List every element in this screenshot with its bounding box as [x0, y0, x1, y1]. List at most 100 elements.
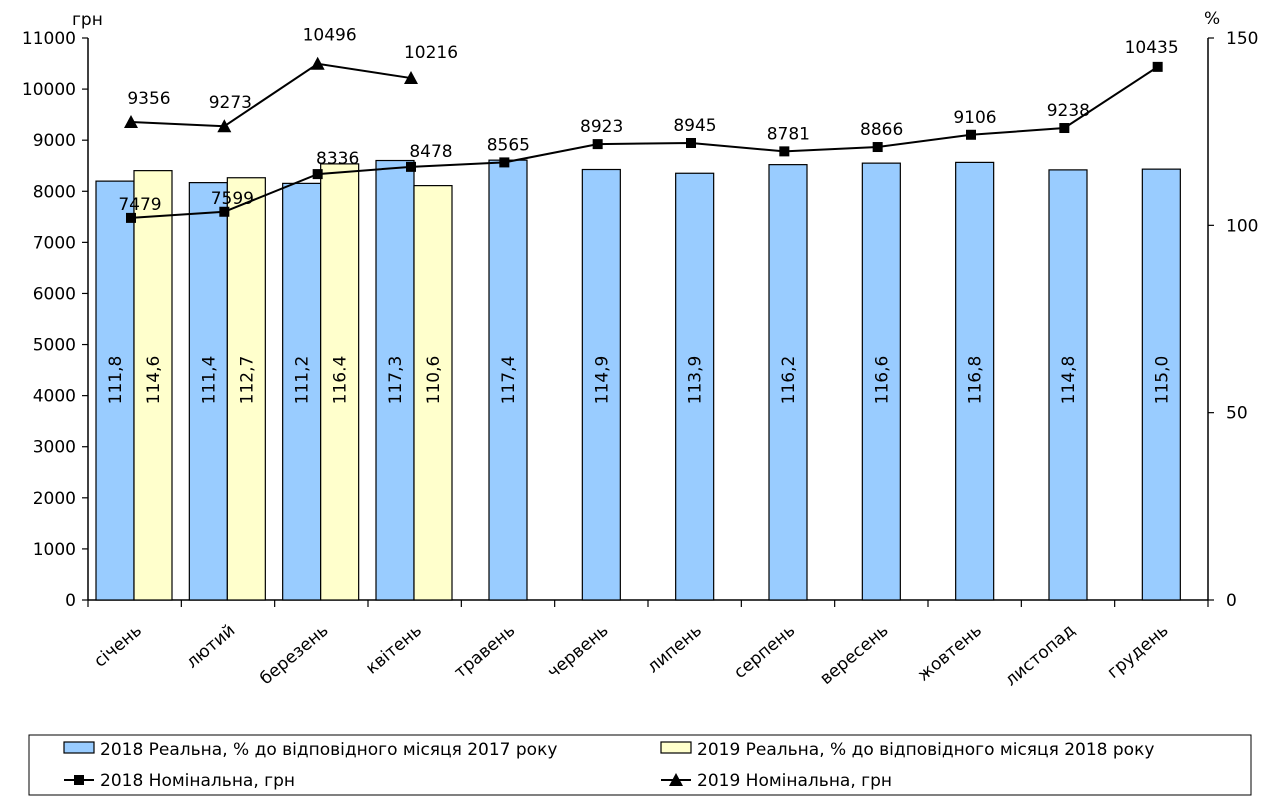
left-tick-label: 1000	[33, 540, 76, 560]
bar-label-2018: 111,4	[199, 356, 219, 405]
x-tick-label: листопад	[1001, 621, 1079, 691]
marker-2018	[592, 139, 603, 150]
point-label-2018: 9238	[1047, 101, 1090, 121]
left-tick-label: 4000	[33, 387, 76, 407]
bar-2018	[955, 161, 995, 601]
point-label-2018: 7479	[118, 195, 161, 215]
bar-2019	[320, 163, 360, 601]
bar-label-2018: 111,8	[106, 356, 126, 405]
right-tick-label: 150	[1226, 29, 1258, 49]
bar-2018	[282, 182, 322, 601]
point-label-2018: 10435	[1125, 38, 1179, 58]
bar-label-2018: 114,8	[1059, 356, 1079, 405]
right-tick-label: 100	[1226, 216, 1258, 236]
marker-2019	[404, 71, 418, 85]
right-tick-label: 0	[1226, 591, 1237, 611]
legend: 2018 Реальна, % до відповідного місяця 2…	[28, 734, 1252, 796]
legend-swatch-2018-real	[63, 741, 95, 754]
legend-label-2019-nominal: 2019 Номінальна, грн	[697, 771, 892, 791]
point-label-2019: 9356	[127, 89, 170, 109]
x-tick-label: травень	[451, 621, 520, 683]
left-tick-label: 11000	[22, 29, 76, 49]
marker-2018	[219, 206, 230, 217]
left-tick-label: 5000	[33, 336, 76, 356]
x-tick-label: лютий	[183, 621, 240, 673]
marker-2019	[217, 119, 232, 133]
left-tick-label: 10000	[22, 80, 76, 100]
point-label-2018: 8565	[487, 135, 530, 155]
bar-label-2018: 117,3	[386, 356, 406, 405]
point-label-2018: 8923	[580, 117, 623, 137]
bar-label-2019: 110,6	[424, 356, 444, 405]
left-tick-label: 9000	[33, 131, 76, 151]
right-axis-unit: %	[1204, 9, 1220, 29]
x-tick-label: березень	[256, 621, 332, 690]
point-label-2019: 9273	[209, 93, 252, 113]
bar-2019	[133, 170, 173, 601]
legend-marker-2019-nominal	[669, 773, 683, 786]
marker-2018	[872, 142, 883, 153]
point-label-2018: 8945	[673, 116, 716, 136]
legend-swatch-2019-real	[660, 741, 692, 754]
point-label-2018: 8866	[860, 120, 903, 140]
bar-2018	[375, 159, 415, 601]
bar-label-2018: 116,6	[872, 356, 892, 405]
line-2019-nominal	[130, 62, 412, 128]
left-axis-unit: грн	[72, 10, 103, 30]
bar-2018	[861, 162, 901, 601]
bar-label-2018: 115,0	[1152, 356, 1172, 405]
point-label-2018: 9106	[953, 108, 996, 128]
line-2018-nominal	[130, 66, 1159, 219]
legend-label-2018-nominal: 2018 Номінальна, грн	[100, 771, 295, 791]
data-labels: 111,8 114,6 111,4 112,7 111,2 116.4 117,3 110,6…	[106, 26, 1179, 405]
x-tick-label: липень	[644, 621, 706, 678]
bar-label-2018: 116,8	[966, 356, 986, 405]
legend-label-2018-real: 2018 Реальна, % до відповідного місяця 2…	[100, 740, 557, 760]
point-label-2019: 10496	[303, 26, 357, 46]
marker-2018	[966, 129, 976, 140]
left-tick-label: 8000	[33, 182, 76, 202]
x-tick-label: серпень	[730, 621, 799, 683]
left-tick-label: 0	[65, 591, 76, 611]
legend-label-2019-real: 2019 Реальна, % до відповідного місяця 2…	[697, 740, 1154, 760]
bar-label-2018: 113,9	[686, 356, 706, 405]
marker-2019	[124, 114, 138, 128]
marker-2018	[686, 137, 696, 148]
bar-2019	[413, 185, 453, 601]
bar-2018	[768, 164, 808, 601]
x-tick-label: вересень	[816, 621, 892, 689]
lines	[124, 56, 1163, 223]
marker-2019	[310, 56, 325, 70]
marker-2018	[779, 146, 790, 157]
marker-2018	[406, 161, 416, 172]
x-tick-label: грудень	[1104, 621, 1173, 683]
bar-2018	[581, 168, 621, 601]
x-tick-label: квітень	[362, 621, 426, 679]
left-tick-label: 2000	[33, 489, 76, 509]
marker-2018	[312, 169, 323, 180]
bar-label-2018: 111,2	[293, 356, 313, 405]
bar-2018	[95, 180, 135, 601]
x-tick-label: червень	[544, 621, 613, 683]
bar-2019	[226, 177, 266, 601]
bar-label-2018: 114,9	[592, 356, 612, 405]
marker-2018	[499, 157, 510, 168]
point-label-2019: 10216	[404, 43, 458, 63]
left-tick-label: 6000	[33, 284, 76, 304]
right-tick-label: 50	[1226, 404, 1248, 424]
bar-2018	[188, 182, 228, 601]
bars	[95, 159, 1181, 601]
point-label-2018: 8336	[316, 149, 359, 169]
bar-label-2018: 116,2	[779, 356, 799, 405]
bar-label-2019: 112,7	[237, 356, 257, 405]
legend-box	[28, 734, 1252, 796]
marker-2018	[1059, 123, 1070, 134]
point-label-2018: 8781	[767, 124, 810, 144]
bar-2018	[1048, 169, 1088, 601]
point-label-2018: 7599	[211, 189, 254, 209]
marker-2018	[126, 212, 136, 223]
marker-2018	[1152, 61, 1163, 72]
bar-label-2019: 116.4	[331, 356, 351, 405]
x-tick-label: жовтень	[914, 621, 986, 686]
